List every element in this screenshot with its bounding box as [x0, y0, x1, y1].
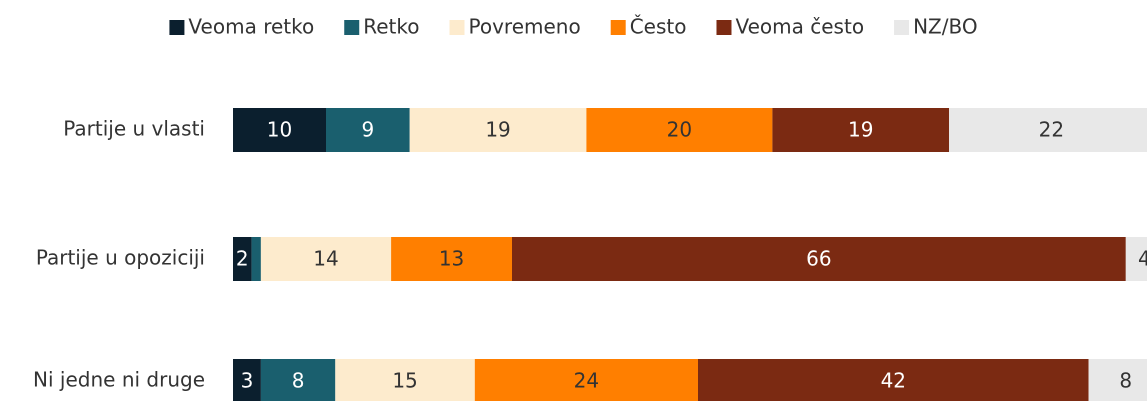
value-label: 42 — [881, 369, 906, 393]
value-label: 24 — [574, 369, 599, 393]
bar-segment — [233, 108, 326, 152]
legend-label: NZ/BO — [913, 15, 978, 39]
value-label: 4 — [1138, 247, 1147, 271]
legend-swatch — [169, 20, 185, 35]
value-label: 19 — [848, 118, 873, 142]
bar-segment — [233, 237, 252, 281]
category-label: Partije u opoziciji — [36, 246, 205, 270]
category-label: Ni jedne ni druge — [33, 368, 205, 392]
value-label: 8 — [292, 369, 305, 393]
value-label: 14 — [313, 247, 338, 271]
bar-segment — [409, 108, 587, 152]
bar-segment — [698, 359, 1089, 401]
bar-segment — [335, 359, 475, 401]
value-label: 66 — [806, 247, 831, 271]
bar-segment — [1125, 237, 1147, 281]
legend-label: Često — [630, 15, 687, 39]
legend-label: Veoma retko — [188, 15, 314, 39]
bar-segment — [512, 237, 1126, 281]
bar-segment — [1088, 359, 1147, 401]
bar-segment — [326, 108, 410, 152]
bar-segment — [233, 359, 261, 401]
legend-label: Retko — [363, 15, 419, 39]
legend-label: Povremeno — [468, 15, 580, 39]
bar-segment — [260, 237, 392, 281]
bar-segment — [260, 359, 336, 401]
bar-segment — [391, 237, 512, 281]
bar-segment — [586, 108, 773, 152]
value-label: 3 — [241, 369, 254, 393]
legend-swatch — [716, 20, 732, 35]
value-label: 20 — [667, 118, 692, 142]
bar-segment — [949, 108, 1147, 152]
value-label: 8 — [1119, 369, 1132, 393]
bar-segment — [474, 359, 698, 401]
category-label: Partije u vlasti — [63, 117, 205, 141]
value-label: 10 — [267, 118, 292, 142]
value-label: 2 — [236, 247, 249, 271]
legend-swatch — [344, 20, 360, 35]
bar-segment — [772, 108, 950, 152]
value-label: 22 — [1039, 118, 1064, 142]
legend-label: Veoma često — [735, 15, 864, 39]
value-label: 15 — [392, 369, 417, 393]
bar-segment — [251, 237, 261, 281]
legend-swatch — [894, 20, 910, 35]
value-label: 19 — [485, 118, 510, 142]
legend-swatch — [610, 20, 626, 35]
value-label: 13 — [439, 247, 464, 271]
legend-swatch — [449, 20, 465, 35]
value-label: 9 — [361, 118, 374, 142]
